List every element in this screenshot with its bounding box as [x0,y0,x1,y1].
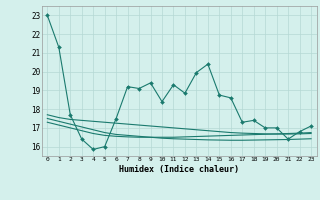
X-axis label: Humidex (Indice chaleur): Humidex (Indice chaleur) [119,165,239,174]
